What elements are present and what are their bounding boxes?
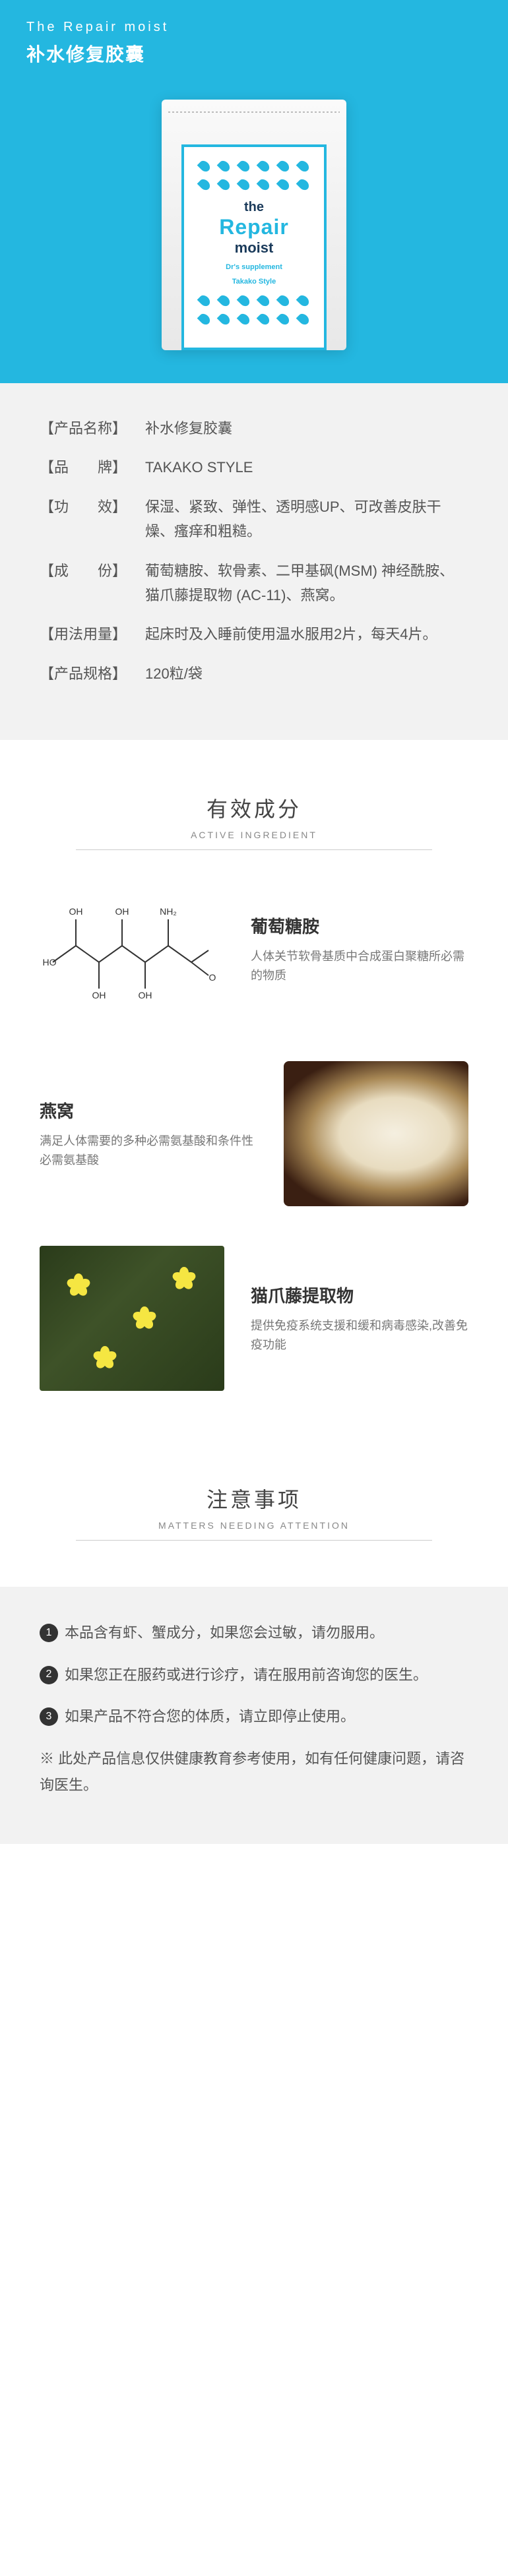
spec-row: 产品规格120粒/袋 [40, 661, 468, 686]
birds-nest-image [284, 1061, 468, 1206]
note-footer: ※ 此处产品信息仅供健康教育参考使用，如有任何健康问题，请咨询医生。 [40, 1746, 468, 1798]
svg-text:NH₂: NH₂ [160, 906, 177, 917]
spec-row: 产品名称补水修复胶囊 [40, 416, 468, 441]
product-label: the Repair moist Dr's supplement Takako … [181, 144, 327, 350]
spec-key: 品 牌 [40, 455, 145, 479]
svg-text:OH: OH [115, 906, 129, 917]
label-the: the [191, 200, 317, 215]
note-item: 2 如果您正在服药或进行诊疗，请在服用前咨询您的医生。 [40, 1662, 468, 1688]
note-item: 3 如果产品不符合您的体质，请立即停止使用。 [40, 1703, 468, 1730]
spec-row: 功 效保湿、紧致、弹性、透明感UP、可改善皮肤干燥、瘙痒和粗糙。 [40, 495, 468, 544]
section-title-cn: 注意事项 [0, 1483, 508, 1514]
note-number-icon: 3 [40, 1707, 58, 1726]
section-title-ingredient: 有效成分 ACTIVE INGREDIENT [0, 740, 508, 876]
ingredient-desc: 提供免疫系统支援和缓和病毒感染,改善免疫功能 [251, 1316, 468, 1355]
svg-text:OH: OH [139, 990, 152, 1000]
section-title-en: ACTIVE INGREDIENT [0, 830, 508, 840]
notes-section: 1 本品含有虾、蟹成分，如果您会过敏，请勿服用。 2 如果您正在服药或进行诊疗，请在服… [0, 1587, 508, 1844]
ingredient-name: 燕窝 [40, 1098, 257, 1122]
spec-key: 功 效 [40, 495, 145, 544]
ingredient-item: HO OH OH OH OH NH₂ O 葡萄糖胺 人体关节软骨基质中合成蛋白聚糖所必… [40, 876, 468, 1022]
divider-line [76, 1540, 432, 1541]
note-text: 如果产品不符合您的体质，请立即停止使用。 [65, 1703, 355, 1730]
section-title-cn: 有效成分 [0, 793, 508, 823]
ingredient-text: 葡萄糖胺 人体关节软骨基质中合成蛋白聚糖所必需的物质 [251, 913, 468, 985]
note-text: 本品含有虾、蟹成分，如果您会过敏，请勿服用。 [65, 1620, 384, 1646]
spec-row: 用法用量起床时及入睡前使用温水服用2片，每天4片。 [40, 622, 468, 646]
spec-table: 产品名称补水修复胶囊品 牌TAKAKO STYLE功 效保湿、紧致、弹性、透明感… [0, 383, 508, 740]
svg-text:OH: OH [69, 906, 83, 917]
ingredient-desc: 满足人体需要的多种必需氨基酸和条件性必需氨基酸 [40, 1132, 257, 1170]
ingredients-list: HO OH OH OH OH NH₂ O 葡萄糖胺 人体关节软骨基质中合成蛋白聚糖所必… [0, 876, 508, 1391]
section-title-attention: 注意事项 MATTERS NEEDING ATTENTION [0, 1430, 508, 1567]
spec-value: 葡萄糖胺、软骨素、二甲基砜(MSM) 神经酰胺、猫爪藤提取物 (AC-11)、燕… [145, 559, 468, 608]
spec-key: 成 份 [40, 559, 145, 608]
molecule-diagram: HO OH OH OH OH NH₂ O [40, 876, 224, 1022]
svg-text:O: O [209, 972, 216, 983]
note-number-icon: 1 [40, 1624, 58, 1642]
divider-line [76, 849, 432, 850]
label-moist: moist [191, 239, 317, 257]
svg-text:OH: OH [92, 990, 106, 1000]
ingredient-text: 猫爪藤提取物 提供免疫系统支援和缓和病毒感染,改善免疫功能 [251, 1283, 468, 1355]
spec-key: 产品规格 [40, 661, 145, 686]
ingredient-desc: 人体关节软骨基质中合成蛋白聚糖所必需的物质 [251, 947, 468, 985]
ingredient-name: 葡萄糖胺 [251, 913, 468, 938]
spec-row: 成 份葡萄糖胺、软骨素、二甲基砜(MSM) 神经酰胺、猫爪藤提取物 (AC-11… [40, 559, 468, 608]
label-repair: Repair [191, 215, 317, 239]
ingredient-text: 燕窝 满足人体需要的多种必需氨基酸和条件性必需氨基酸 [40, 1098, 257, 1170]
note-item: 1 本品含有虾、蟹成分，如果您会过敏，请勿服用。 [40, 1620, 468, 1646]
spec-key: 产品名称 [40, 416, 145, 441]
spec-value: TAKAKO STYLE [145, 455, 468, 479]
drops-pattern-top [191, 160, 317, 191]
spec-value: 起床时及入睡前使用温水服用2片，每天4片。 [145, 622, 468, 646]
page-header: The Repair moist 补水修复胶囊 [0, 0, 508, 80]
note-number-icon: 2 [40, 1666, 58, 1684]
spec-value: 120粒/袋 [145, 661, 468, 686]
spec-key: 用法用量 [40, 622, 145, 646]
label-sub1: Dr's supplement [191, 263, 317, 271]
ingredient-name: 猫爪藤提取物 [251, 1283, 468, 1307]
svg-text:HO: HO [43, 957, 57, 967]
header-title-cn: 补水修复胶囊 [26, 40, 482, 67]
herb-image [40, 1246, 224, 1391]
hero-section: the Repair moist Dr's supplement Takako … [0, 80, 508, 383]
ingredient-item: 猫爪藤提取物 提供免疫系统支援和缓和病毒感染,改善免疫功能 [40, 1246, 468, 1391]
section-title-en: MATTERS NEEDING ATTENTION [0, 1520, 508, 1531]
ingredient-item: 燕窝 满足人体需要的多种必需氨基酸和条件性必需氨基酸 [40, 1061, 468, 1206]
spec-value: 保湿、紧致、弹性、透明感UP、可改善皮肤干燥、瘙痒和粗糙。 [145, 495, 468, 544]
label-sub2: Takako Style [191, 278, 317, 286]
spec-row: 品 牌TAKAKO STYLE [40, 455, 468, 479]
drops-pattern-bottom [191, 295, 317, 325]
note-text: 如果您正在服药或进行诊疗，请在服用前咨询您的医生。 [65, 1662, 428, 1688]
product-pouch: the Repair moist Dr's supplement Takako … [162, 100, 346, 350]
spec-value: 补水修复胶囊 [145, 416, 468, 441]
header-title-en: The Repair moist [26, 20, 482, 35]
